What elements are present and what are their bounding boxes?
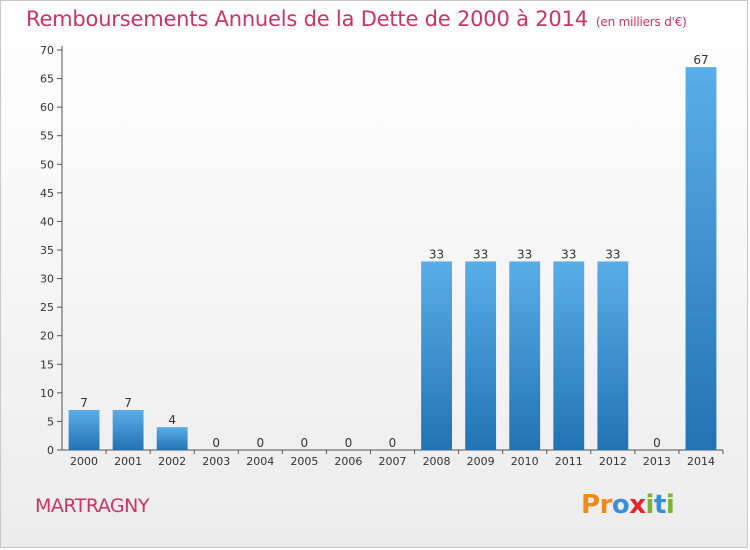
y-tick-label: 70 bbox=[40, 44, 54, 57]
x-tick-label: 2001 bbox=[114, 455, 142, 468]
bar-value-label: 33 bbox=[473, 247, 488, 261]
y-tick-label: 25 bbox=[40, 301, 54, 314]
bar-value-label: 0 bbox=[389, 436, 397, 450]
logo-letter: t bbox=[653, 490, 666, 520]
commune-name: MARTRAGNY bbox=[35, 495, 149, 517]
chart-title: Remboursements Annuels de la Dette de 20… bbox=[26, 7, 687, 31]
chart-title-unit: (en milliers d'€) bbox=[595, 15, 687, 29]
x-tick-label: 2003 bbox=[202, 455, 230, 468]
bar-value-label: 4 bbox=[168, 413, 176, 427]
y-tick-label: 20 bbox=[40, 330, 54, 343]
x-tick-label: 2002 bbox=[158, 455, 186, 468]
bar bbox=[465, 261, 497, 450]
x-tick-label: 2004 bbox=[246, 455, 274, 468]
bar bbox=[156, 427, 188, 450]
bar-value-label: 0 bbox=[212, 436, 220, 450]
bar bbox=[685, 67, 717, 451]
y-tick-label: 5 bbox=[47, 415, 54, 428]
y-tick-label: 65 bbox=[40, 73, 54, 86]
bar-value-label: 0 bbox=[345, 436, 353, 450]
y-tick-label: 55 bbox=[40, 130, 54, 143]
bar-value-label: 33 bbox=[605, 247, 620, 261]
logo-letter: o bbox=[611, 490, 630, 520]
x-tick-label: 2011 bbox=[555, 455, 583, 468]
bar bbox=[68, 410, 100, 450]
y-tick-label: 45 bbox=[40, 187, 54, 200]
x-tick-label: 2006 bbox=[334, 455, 362, 468]
y-tick-label: 10 bbox=[40, 387, 54, 400]
bar-value-label: 67 bbox=[693, 53, 708, 67]
logo-letter: i bbox=[665, 490, 675, 520]
logo-letter: x bbox=[629, 490, 646, 520]
bar-value-label: 7 bbox=[124, 396, 132, 410]
x-tick-label: 2013 bbox=[643, 455, 671, 468]
x-tick-label: 2008 bbox=[423, 455, 451, 468]
x-tick-label: 2012 bbox=[599, 455, 627, 468]
bar-value-label: 33 bbox=[517, 247, 532, 261]
bar bbox=[112, 410, 144, 450]
y-tick-label: 15 bbox=[40, 358, 54, 371]
x-tick-label: 2010 bbox=[511, 455, 539, 468]
chart-title-main: Remboursements Annuels de la Dette de 20… bbox=[26, 7, 588, 31]
bar-value-label: 33 bbox=[429, 247, 444, 261]
logo-letter: P bbox=[581, 490, 600, 520]
logo-letter: r bbox=[599, 490, 613, 520]
logo-letter: i bbox=[645, 490, 655, 520]
y-tick-label: 40 bbox=[40, 215, 54, 228]
y-tick-label: 60 bbox=[40, 101, 54, 114]
y-tick-label: 30 bbox=[40, 273, 54, 286]
bar bbox=[421, 261, 452, 450]
bar-value-label: 33 bbox=[561, 247, 576, 261]
x-tick-label: 2009 bbox=[467, 455, 495, 468]
bar-value-label: 0 bbox=[301, 436, 309, 450]
y-tick-label: 50 bbox=[40, 158, 54, 171]
bar bbox=[509, 261, 541, 450]
y-tick-label: 35 bbox=[40, 244, 54, 257]
y-tick-label: 0 bbox=[47, 444, 54, 457]
bar-value-label: 0 bbox=[256, 436, 264, 450]
x-tick-label: 2005 bbox=[290, 455, 318, 468]
proxiti-logo: Proxiti bbox=[581, 490, 675, 520]
x-tick-label: 2000 bbox=[70, 455, 98, 468]
x-tick-label: 2014 bbox=[687, 455, 715, 468]
bar bbox=[553, 261, 585, 450]
bar-value-label: 7 bbox=[80, 396, 88, 410]
x-tick-label: 2007 bbox=[379, 455, 407, 468]
bar bbox=[597, 261, 629, 450]
bar-value-label: 0 bbox=[653, 436, 661, 450]
